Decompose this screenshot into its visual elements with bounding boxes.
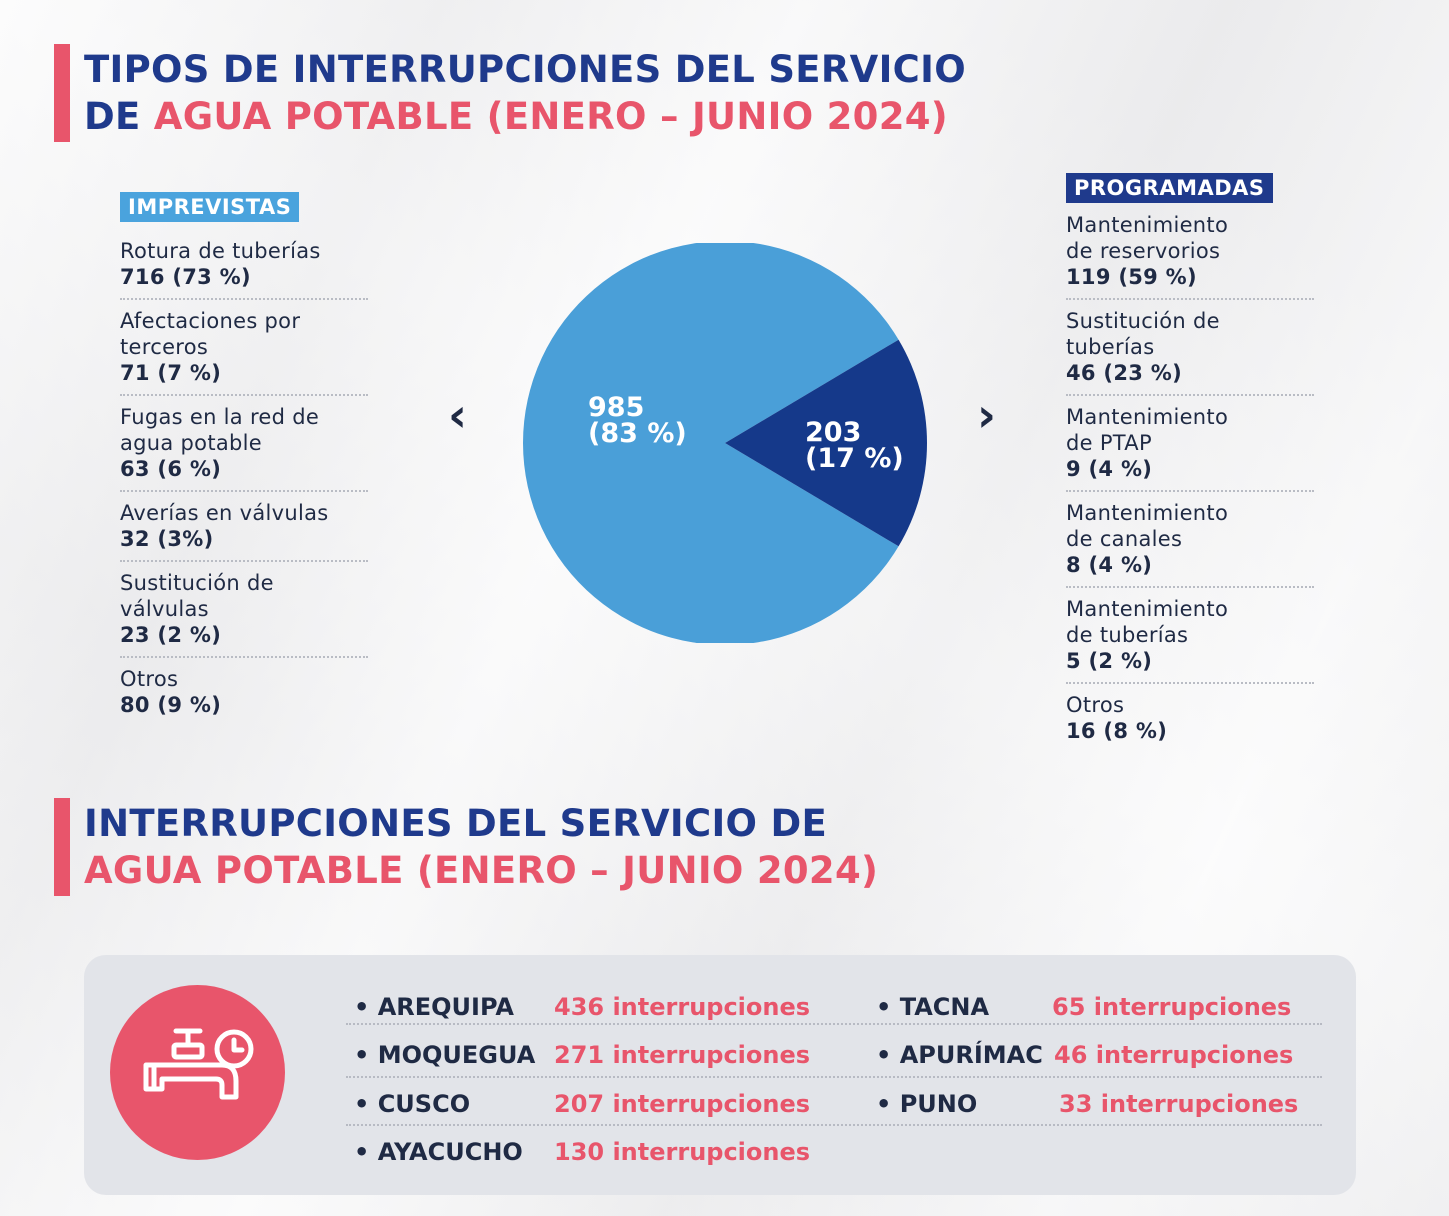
list-item: Afectaciones por terceros 71 (7 %) bbox=[120, 308, 368, 396]
item-label: Otros bbox=[1066, 693, 1125, 717]
regions-panel: • AREQUIPA 436 interrupciones • MOQUEGUA… bbox=[84, 955, 1356, 1195]
section1-accent-bar bbox=[54, 44, 70, 142]
item-label: Mantenimiento de reservorios bbox=[1066, 213, 1229, 263]
region-count: 65 interrupciones bbox=[1052, 993, 1292, 1021]
item-value: 46 (23 %) bbox=[1066, 361, 1183, 385]
pie-label-value: 203 bbox=[805, 417, 862, 448]
list-item: Averías en válvulas 32 (3%) bbox=[120, 500, 368, 562]
region-name: • APURÍMAC bbox=[876, 1041, 1043, 1069]
list-item: Fugas en la red de agua potable 63 (6 %) bbox=[120, 404, 368, 492]
list-item: Mantenimiento de canales 8 (4 %) bbox=[1066, 500, 1314, 588]
tap-badge bbox=[110, 985, 285, 1160]
region-count: 130 interrupciones bbox=[554, 1138, 811, 1166]
pie-slice-programadas bbox=[725, 339, 928, 547]
item-value: 16 (8 %) bbox=[1066, 719, 1168, 743]
item-label: Mantenimiento de tuberías bbox=[1066, 597, 1229, 647]
pie-label-percent: (17 %) bbox=[805, 443, 904, 474]
list-item: Mantenimiento de reservorios 119 (59 %) bbox=[1066, 212, 1314, 300]
list-item: Sustitución de válvulas 23 (2 %) bbox=[120, 570, 368, 658]
programadas-list: Mantenimiento de reservorios 119 (59 %) … bbox=[1066, 212, 1314, 760]
item-label: Mantenimiento de canales bbox=[1066, 501, 1229, 551]
item-label: Averías en válvulas bbox=[120, 501, 329, 525]
pie-label-value: 985 bbox=[588, 392, 645, 423]
item-value: 716 (73 %) bbox=[120, 265, 251, 289]
imprevistas-tag: IMPREVISTAS bbox=[120, 192, 300, 222]
section1-title: TIPOS DE INTERRUPCIONES DEL SERVICIO DE … bbox=[54, 44, 1034, 142]
section2-title-line2: AGUA POTABLE (ENERO – JUNIO 2024) bbox=[84, 849, 879, 892]
region-name: • PUNO bbox=[876, 1090, 978, 1118]
region-name: • TACNA bbox=[876, 993, 990, 1021]
row-divider bbox=[346, 1023, 1322, 1025]
section2-title-line1: INTERRUPCIONES DEL SERVICIO DE bbox=[84, 802, 828, 845]
list-item: Mantenimiento de tuberías 5 (2 %) bbox=[1066, 596, 1314, 684]
region-count: 46 interrupciones bbox=[1054, 1041, 1294, 1069]
item-label: Afectaciones por terceros bbox=[120, 309, 301, 359]
item-value: 119 (59 %) bbox=[1066, 265, 1197, 289]
item-label: Sustitución de tuberías bbox=[1066, 309, 1220, 359]
region-name: • AYACUCHO bbox=[354, 1138, 523, 1166]
item-value: 71 (7 %) bbox=[120, 361, 222, 385]
imprevistas-list: Rotura de tuberías 716 (73 %) Afectacion… bbox=[120, 238, 368, 734]
region-name: • CUSCO bbox=[354, 1090, 471, 1118]
item-label: Mantenimiento de PTAP bbox=[1066, 405, 1229, 455]
region-count: 33 interrupciones bbox=[1059, 1090, 1299, 1118]
section1-title-line1: TIPOS DE INTERRUPCIONES DEL SERVICIO bbox=[84, 48, 966, 91]
item-value: 63 (6 %) bbox=[120, 457, 222, 481]
list-item: Mantenimiento de PTAP 9 (4 %) bbox=[1066, 404, 1314, 492]
pie-slice-imprevistas bbox=[523, 243, 899, 643]
section2-accent-bar bbox=[54, 798, 70, 896]
region-count: 207 interrupciones bbox=[554, 1090, 811, 1118]
section1-title-prefix: DE bbox=[84, 95, 154, 138]
water-tap-clock-icon bbox=[143, 1028, 254, 1100]
list-item: Rotura de tuberías 716 (73 %) bbox=[120, 238, 368, 300]
section2-title: INTERRUPCIONES DEL SERVICIO DE AGUA POTA… bbox=[54, 798, 954, 896]
list-item: Sustitución de tuberías 46 (23 %) bbox=[1066, 308, 1314, 396]
region-count: 271 interrupciones bbox=[554, 1041, 811, 1069]
item-label: Fugas en la red de agua potable bbox=[120, 405, 320, 455]
region-name: • MOQUEGUA bbox=[354, 1041, 536, 1069]
next-arrow-icon[interactable]: › bbox=[977, 388, 996, 442]
programadas-tag: PROGRAMADAS bbox=[1066, 173, 1273, 203]
item-label: Rotura de tuberías bbox=[120, 239, 321, 263]
item-label: Otros bbox=[120, 667, 179, 691]
region-count: 436 interrupciones bbox=[554, 993, 811, 1021]
item-value: 8 (4 %) bbox=[1066, 553, 1153, 577]
item-label: Sustitución de válvulas bbox=[120, 571, 274, 621]
list-item: Otros 80 (9 %) bbox=[120, 666, 368, 726]
pie-chart bbox=[523, 243, 928, 643]
item-value: 80 (9 %) bbox=[120, 693, 222, 717]
item-value: 32 (3%) bbox=[120, 527, 214, 551]
pie-label-percent: (83 %) bbox=[588, 418, 687, 449]
pie-label-programadas: 203 (17 %) bbox=[805, 417, 904, 474]
row-divider bbox=[346, 1124, 1322, 1126]
item-value: 23 (2 %) bbox=[120, 623, 222, 647]
row-divider bbox=[346, 1076, 1322, 1078]
item-value: 9 (4 %) bbox=[1066, 457, 1153, 481]
prev-arrow-icon[interactable]: ‹ bbox=[448, 388, 467, 442]
pie-label-imprevistas: 985 (83 %) bbox=[588, 392, 687, 449]
list-item: Otros 16 (8 %) bbox=[1066, 692, 1314, 752]
region-name: • AREQUIPA bbox=[354, 993, 514, 1021]
section1-title-highlight: AGUA POTABLE (ENERO – JUNIO 2024) bbox=[153, 95, 949, 138]
item-value: 5 (2 %) bbox=[1066, 649, 1153, 673]
